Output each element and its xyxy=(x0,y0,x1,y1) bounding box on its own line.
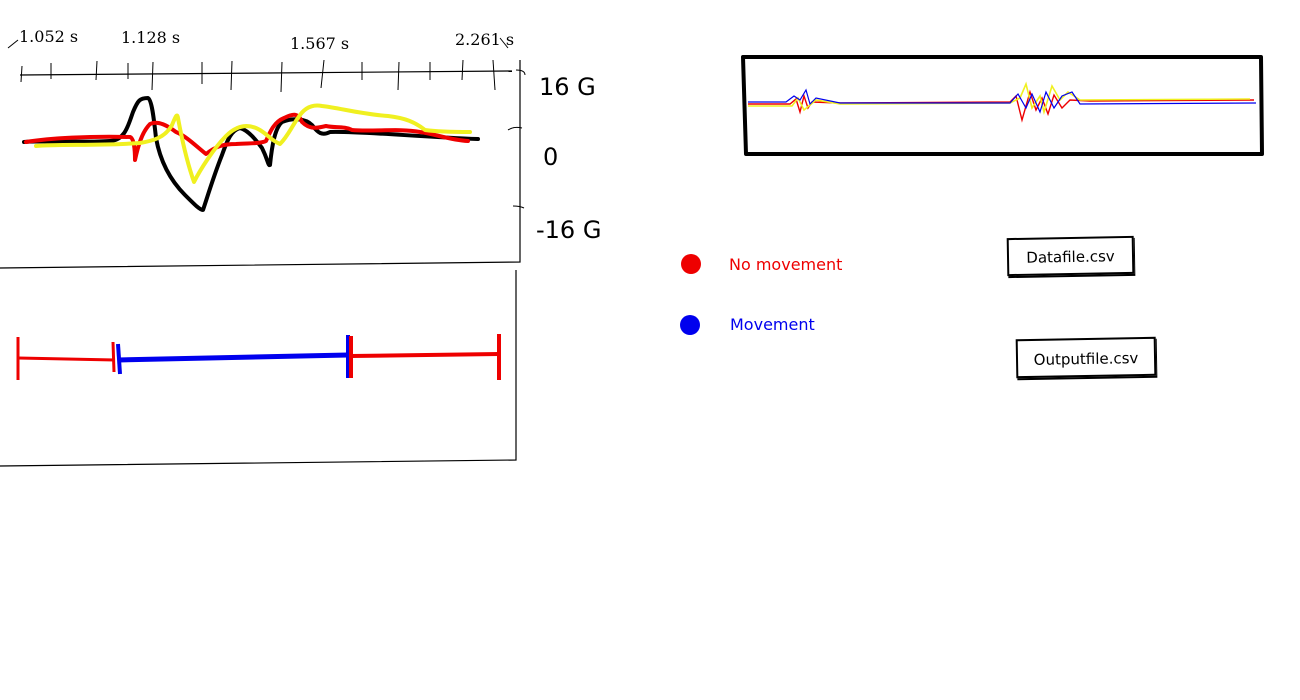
overview-trace-red xyxy=(748,89,1255,123)
legend-label-no-movement: No movement xyxy=(729,255,843,274)
signal-trace-yellow xyxy=(34,103,472,184)
time-tick xyxy=(230,60,233,91)
time-label-end: 2.261 s xyxy=(455,30,515,49)
time-label-pointer xyxy=(499,37,509,49)
legend-dot-no-movement xyxy=(681,254,701,274)
overview-trace-yellow xyxy=(748,81,1251,115)
main-plot-frame xyxy=(0,60,521,269)
outputfile-button[interactable]: Outputfile.csv xyxy=(1015,336,1157,379)
time-label-pointer xyxy=(7,39,19,49)
time-tick xyxy=(461,59,464,81)
time-tick xyxy=(95,60,98,81)
time-tick xyxy=(492,59,496,91)
time-axis-line xyxy=(19,70,513,76)
overview-trace-blue xyxy=(748,88,1257,114)
segment-no-movement-start xyxy=(17,356,116,362)
segment-cap xyxy=(116,343,122,375)
amp-bracket-top xyxy=(515,69,526,76)
segment-panel-frame xyxy=(0,270,517,467)
time-tick xyxy=(151,61,154,91)
overview-frame xyxy=(741,55,1264,156)
amp-bracket-mid xyxy=(507,126,523,131)
time-label-third: 1.567 s xyxy=(290,34,350,53)
time-axis-ticks xyxy=(20,59,496,93)
time-tick xyxy=(320,59,325,89)
signal-trace-black xyxy=(22,96,480,212)
segment-movement xyxy=(117,352,349,363)
segment-cap xyxy=(111,341,116,373)
time-label-second: 1.128 s xyxy=(121,28,181,47)
overview-plot xyxy=(741,55,1264,156)
amplitude-max-label: 16 G xyxy=(539,73,596,101)
legend-label-movement: Movement xyxy=(730,315,815,334)
amplitude-zero-label: 0 xyxy=(543,143,559,171)
legend-dot-movement xyxy=(680,315,700,335)
signal-trace-red xyxy=(24,112,470,162)
datafile-button[interactable]: Datafile.csv xyxy=(1006,235,1135,277)
segment-timeline xyxy=(16,334,501,380)
segment-no-movement-end xyxy=(350,352,500,358)
time-tick xyxy=(20,65,23,83)
time-label-start: 1.052 s xyxy=(19,27,79,46)
amplitude-min-label: -16 G xyxy=(536,216,602,244)
time-tick xyxy=(397,61,400,91)
amp-bracket-low xyxy=(512,205,525,209)
time-tick xyxy=(280,61,283,93)
